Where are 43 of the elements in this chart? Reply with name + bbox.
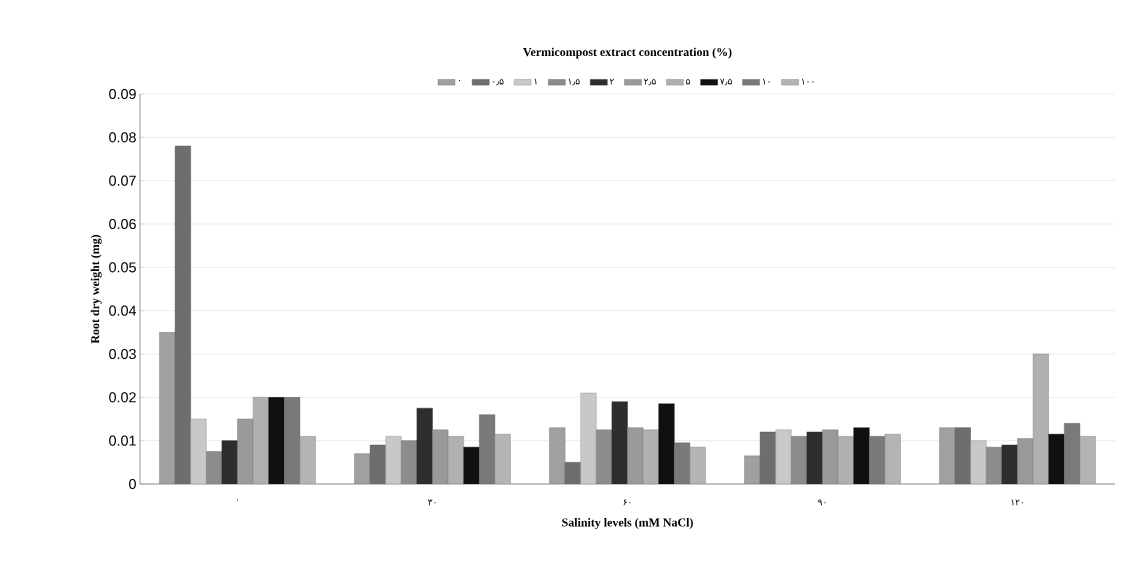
legend-label: ۵ — [686, 78, 690, 85]
bar — [221, 440, 238, 484]
bar — [822, 429, 839, 484]
bar — [549, 427, 566, 484]
bar — [611, 401, 628, 484]
bar — [744, 455, 761, 484]
x-tick-label: ۶۰ — [623, 499, 631, 506]
bar — [354, 453, 371, 484]
bar — [237, 418, 254, 484]
y-tick-label: 0.06 — [109, 218, 136, 230]
x-axis-title: Salinity levels (mM NaCl) — [562, 518, 693, 529]
y-tick-label: 0.03 — [109, 348, 136, 360]
legend-label: ۲ — [609, 78, 614, 85]
bar — [432, 429, 449, 484]
legend-label: ۰ — [459, 80, 461, 82]
y-tick-label: 0.01 — [109, 435, 136, 446]
x-tick-label: ۱۲۰ — [1011, 499, 1023, 506]
x-tick-label: ۳۰ — [428, 499, 436, 506]
y-tick-label: 0.07 — [109, 175, 136, 186]
bar — [159, 332, 176, 484]
y-axis-title: Root dry weight (mg) — [90, 234, 102, 344]
bar — [1001, 444, 1018, 484]
x-tick-label: ۰ — [237, 499, 238, 501]
legend-label: ۱ — [534, 78, 537, 85]
bar — [627, 427, 644, 484]
y-tick-label: 0.04 — [109, 305, 137, 316]
y-tick-label: 0 — [129, 478, 136, 490]
legend-label: ۱٫۵ — [568, 78, 580, 86]
y-tick-label: 0.02 — [109, 392, 136, 403]
legend-label: ۷٫۵ — [720, 78, 732, 86]
legend-label: ۲٫۵ — [644, 78, 656, 86]
bar — [806, 431, 823, 484]
bar — [1017, 438, 1034, 484]
y-tick-label: 0.09 — [109, 88, 136, 100]
y-tick-label: 0.08 — [109, 132, 136, 143]
x-tick-label: ۹۰ — [818, 499, 826, 506]
y-tick-label: 0.05 — [109, 262, 136, 273]
legend-label: ۱۰۰ — [802, 78, 814, 85]
bar — [416, 407, 433, 484]
chart-title: Vermicompost extract concentration (%) — [523, 47, 732, 59]
legend-label: ۰٫۵ — [493, 78, 504, 86]
legend-label: ۱۰ — [762, 78, 770, 85]
bar — [939, 427, 956, 484]
